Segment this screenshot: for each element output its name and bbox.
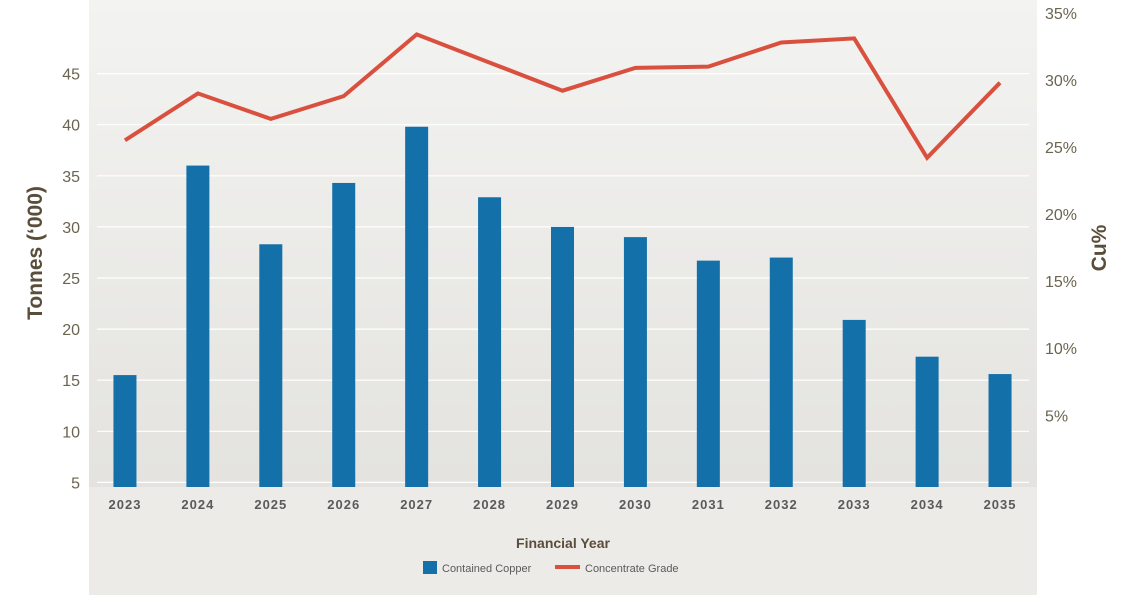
bar-2028: [478, 197, 502, 487]
bar-2026: [332, 182, 356, 488]
bar-2024: [186, 165, 210, 487]
y-axis-right-ticks: 5% 10% 15% 20% 25% 30% 35%: [1045, 6, 1077, 425]
bar-2033: [842, 319, 866, 487]
concentrate-grade-line-group: [123, 32, 1002, 162]
bar-2027: [405, 126, 429, 487]
y2-tick-label-20pct: 20%: [1045, 207, 1077, 224]
legend-swatch-contained-copper: [423, 561, 437, 574]
bar-2029: [551, 226, 574, 487]
y2-tick-label-30pct: 30%: [1045, 73, 1077, 90]
bar-2031: [696, 260, 720, 487]
bar-2035: [988, 374, 1012, 487]
y-tick-label-5: 5: [71, 475, 80, 492]
y-tick-label-20: 20: [62, 322, 80, 339]
x-tick-label-2033: 2033: [838, 497, 871, 512]
contained-copper-bars: [113, 126, 1012, 488]
x-tick-label-2029: 2029: [546, 497, 579, 512]
y-tick-label-45: 45: [62, 67, 80, 84]
concentrate-grade-line: [123, 32, 1002, 162]
y2-axis-title: Cu%: [1088, 224, 1111, 271]
y-tick-label-35: 35: [62, 169, 80, 186]
y-tick-label-15: 15: [62, 373, 80, 390]
legend-swatch-concentrate-grade: [555, 565, 580, 569]
x-tick-label-2031: 2031: [692, 497, 725, 512]
x-tick-label-2026: 2026: [327, 497, 360, 512]
x-axis-title: Financial Year: [516, 535, 610, 551]
x-tick-label-2025: 2025: [254, 497, 287, 512]
legend: Contained Copper Concentrate Grade: [423, 561, 679, 575]
y-axis-title: Tonnes (‘000): [24, 186, 47, 320]
bar-2034: [915, 356, 939, 487]
x-axis-band: [89, 487, 1037, 595]
bar-2032: [769, 257, 793, 487]
x-axis-ticks: 2023 2024 2025 2026 2027 2028 2029 2030 2031 2032…: [109, 497, 1017, 512]
y2-tick-label-5pct: 5%: [1045, 408, 1068, 425]
bar-2025: [259, 244, 283, 487]
y-axis-left-ticks: 5 10 15 20 25 30 35 40 45: [62, 67, 80, 493]
x-tick-label-2024: 2024: [181, 497, 214, 512]
x-tick-label-2023: 2023: [109, 497, 142, 512]
x-tick-label-2035: 2035: [984, 497, 1017, 512]
y2-tick-label-25pct: 25%: [1045, 140, 1077, 157]
x-tick-label-2032: 2032: [765, 497, 798, 512]
legend-label-contained-copper: Contained Copper: [442, 563, 532, 575]
y-tick-label-30: 30: [62, 220, 80, 237]
x-tick-label-2027: 2027: [400, 497, 433, 512]
x-tick-label-2034: 2034: [911, 497, 944, 512]
y2-tick-label-35pct: 35%: [1045, 6, 1077, 23]
bar-2023: [113, 375, 137, 487]
legend-label-concentrate-grade: Concentrate Grade: [585, 563, 679, 575]
y-tick-label-25: 25: [62, 271, 80, 288]
bar-2030: [623, 237, 647, 487]
y2-tick-label-10pct: 10%: [1045, 341, 1077, 358]
y-tick-label-10: 10: [62, 424, 80, 441]
y2-tick-label-15pct: 15%: [1045, 274, 1077, 291]
x-tick-label-2028: 2028: [473, 497, 506, 512]
y-tick-label-40: 40: [62, 118, 80, 135]
x-tick-label-2030: 2030: [619, 497, 652, 512]
